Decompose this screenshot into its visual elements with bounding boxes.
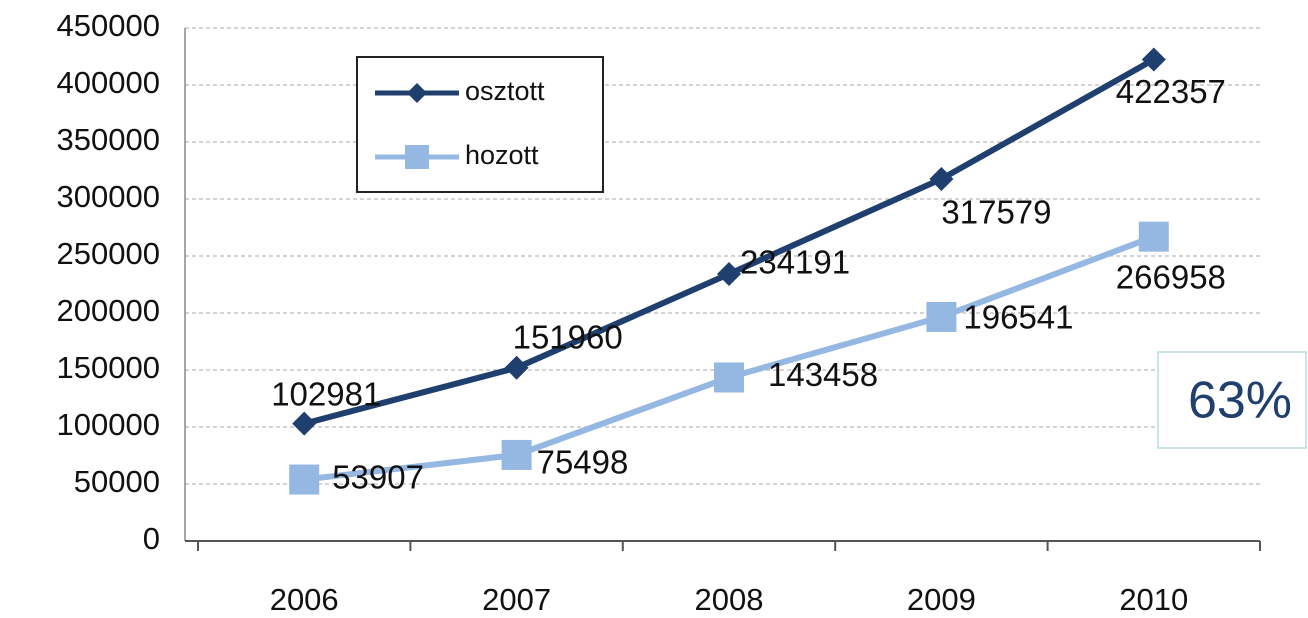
y-tick-label: 100000	[57, 407, 160, 442]
legend-box	[356, 56, 604, 193]
data-label: 151960	[513, 318, 623, 355]
x-tick-label: 2009	[907, 582, 976, 617]
x-tick-label: 2008	[695, 582, 764, 617]
data-label: 234191	[740, 244, 850, 281]
y-tick-label: 150000	[57, 350, 160, 385]
data-label: 75498	[537, 444, 629, 481]
annotation: 63%	[1188, 372, 1292, 430]
y-tick-label: 200000	[57, 293, 160, 328]
marker	[926, 301, 957, 332]
x-tick-label: 2007	[482, 582, 551, 617]
marker	[1141, 47, 1166, 72]
marker	[289, 464, 320, 495]
y-tick-label: 350000	[57, 122, 160, 157]
marker	[929, 166, 954, 191]
legend-marker	[405, 145, 429, 169]
y-tick-label: 300000	[57, 179, 160, 214]
data-label: 102981	[271, 375, 381, 412]
marker	[717, 262, 741, 287]
y-tick-label: 400000	[57, 65, 160, 100]
marker	[501, 439, 532, 470]
marker	[292, 411, 317, 436]
x-tick-label: 2006	[270, 582, 339, 617]
data-label: 422357	[1116, 73, 1226, 110]
data-label: 53907	[332, 458, 424, 495]
x-tick-label: 2010	[1119, 582, 1188, 617]
data-label: 266958	[1116, 258, 1226, 295]
legend-label: hozott	[465, 140, 539, 170]
marker	[504, 355, 529, 380]
y-tick-label: 450000	[57, 8, 160, 43]
y-tick-label: 250000	[57, 236, 160, 271]
data-label: 143458	[768, 356, 878, 393]
y-tick-label: 0	[143, 521, 160, 556]
y-tick-label: 50000	[74, 464, 160, 499]
data-label: 317579	[941, 194, 1051, 231]
legend-label: osztott	[465, 76, 545, 106]
annotation-box	[1157, 351, 1307, 449]
legend-marker	[407, 83, 427, 103]
marker	[714, 362, 744, 393]
marker	[1138, 221, 1169, 252]
plot: 0 50000 100000 150000 200000 250000 300000 3500…	[57, 8, 1261, 617]
data-label: 196541	[963, 299, 1073, 336]
